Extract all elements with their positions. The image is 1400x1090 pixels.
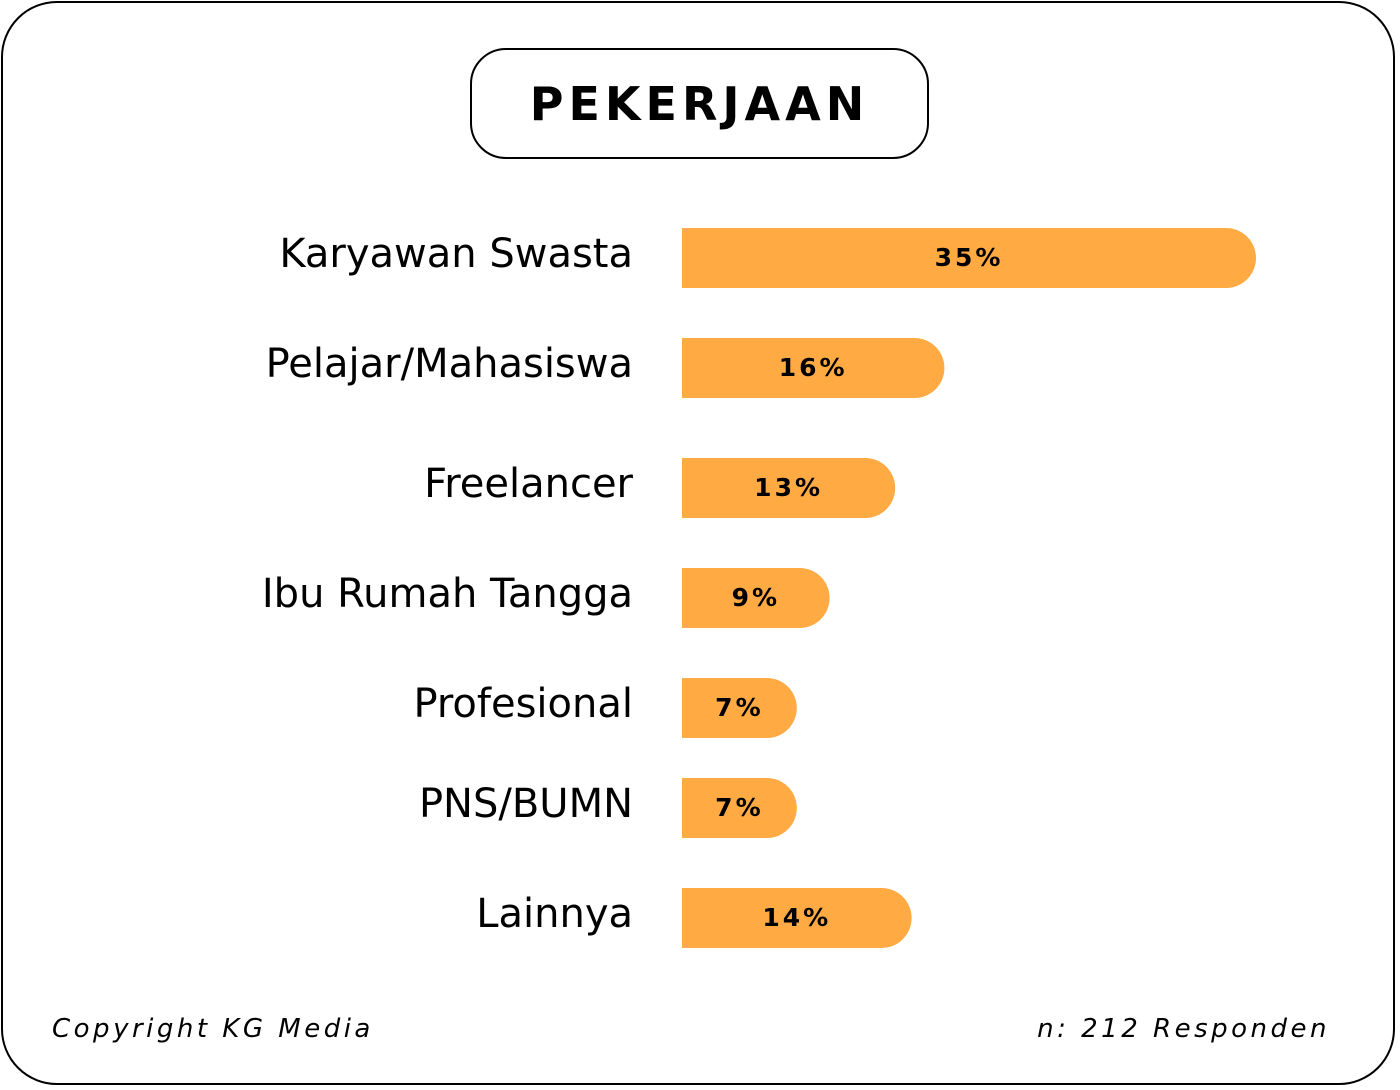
category-label: Profesional — [413, 681, 633, 727]
bar-value-label: 14% — [762, 903, 831, 932]
bar-value-label: 16% — [779, 353, 848, 382]
bar-value-label: 35% — [935, 243, 1004, 272]
category-label: Karyawan Swasta — [279, 231, 633, 277]
category-label: Lainnya — [476, 891, 633, 937]
sample-size-text: n: 212 Responden — [1037, 1014, 1330, 1044]
bar-value-label: 13% — [754, 473, 823, 502]
bar-value-label: 7% — [715, 793, 763, 822]
category-label: PNS/BUMN — [419, 781, 633, 827]
bar — [682, 888, 912, 948]
category-label: Ibu Rumah Tangga — [262, 571, 633, 617]
bar — [682, 678, 797, 738]
category-label: Freelancer — [424, 461, 633, 507]
bar-value-label: 7% — [715, 693, 763, 722]
category-label: Pelajar/Mahasiswa — [266, 341, 633, 387]
bar-value-label: 9% — [732, 583, 780, 612]
chart-title-box: PEKERJAAN — [470, 48, 929, 159]
copyright-text: Copyright KG Media — [52, 1014, 374, 1044]
chart-title: PEKERJAAN — [529, 76, 870, 131]
bar — [682, 338, 945, 398]
bar — [682, 778, 797, 838]
bar — [682, 458, 896, 518]
bar — [682, 568, 830, 628]
bar — [682, 228, 1256, 288]
